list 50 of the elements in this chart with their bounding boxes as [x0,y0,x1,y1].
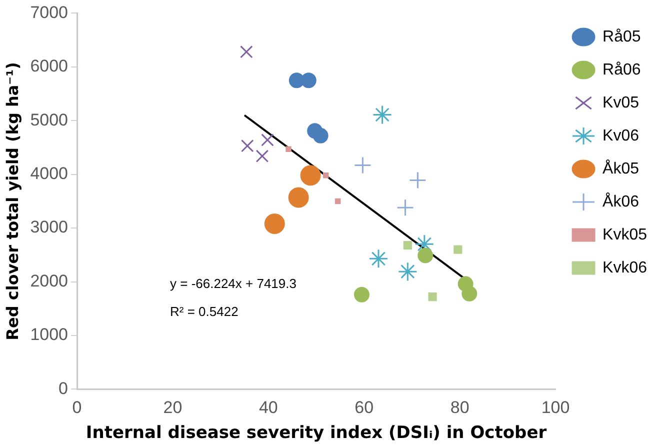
point [354,286,370,302]
point [408,172,426,189]
point [454,245,462,254]
point [428,292,437,302]
legend-label: Kvk05 [602,226,648,244]
x-tick-label: 100 [541,398,570,418]
point [372,104,392,124]
point [300,72,316,88]
point [256,150,269,162]
point [396,198,414,216]
point [354,156,372,174]
legend-label: Rå05 [602,28,641,46]
point [398,262,418,282]
annotation: y = -66.224x + 7419.3 [170,276,296,291]
point [334,198,341,204]
y-tick-label: 3000 [30,218,68,237]
point [300,165,321,186]
point [240,45,253,58]
point [462,286,478,302]
legend-label: Rå06 [602,61,641,78]
point [418,248,434,264]
y-tick-label: 5000 [30,110,68,130]
y-tick-label: 0 [58,378,68,398]
y-tick-label: 6000 [30,56,68,76]
point [240,139,254,152]
x-tick-label: 20 [163,398,182,418]
point [286,146,292,152]
point [288,187,309,208]
y-tick-label: 7000 [30,2,68,22]
legend-label: Åk05 [602,159,640,178]
x-axis-title: Internal disease severity index (DSIᵢ) in October [86,423,548,444]
x-tick-label: 40 [258,398,278,418]
point [403,240,412,250]
point [312,128,328,144]
legend-label: Åk06 [602,192,640,210]
legend-label: Kv06 [602,127,640,144]
point [264,214,285,234]
y-tick-label: 1000 [30,325,68,344]
y-tick-label: 4000 [30,164,68,184]
point [368,248,388,268]
point [261,134,274,146]
y-tick-label: 2000 [30,271,68,290]
x-tick-label: 60 [354,398,374,418]
x-tick-label: 0 [72,398,82,418]
y-axis-title: Red clover total yield (kg ha⁻¹) [2,62,22,340]
legend-label: Kv05 [602,94,640,112]
point [322,172,329,178]
legend-label: Kvk06 [602,259,648,276]
annotation: R² = 0.5422 [170,304,238,319]
x-tick-label: 80 [450,398,470,418]
